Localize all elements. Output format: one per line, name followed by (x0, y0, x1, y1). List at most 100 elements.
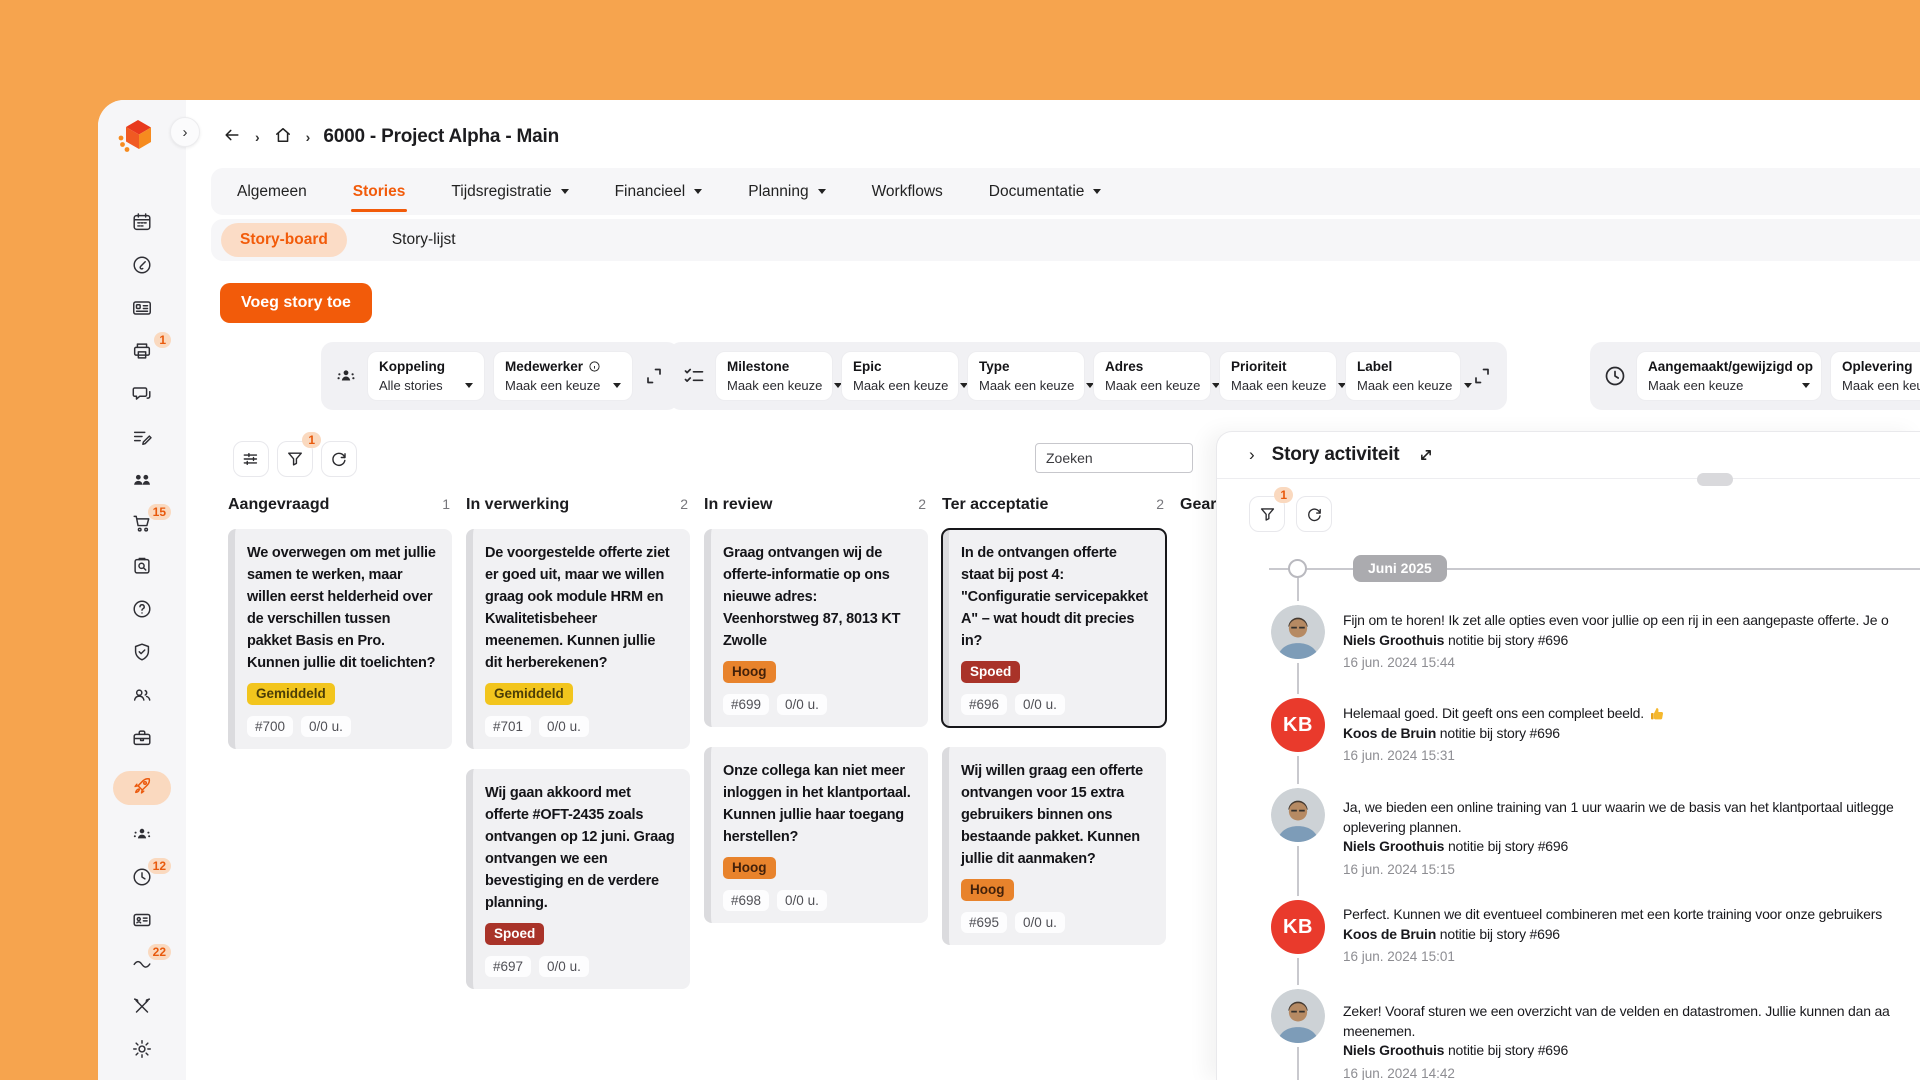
thumbs-up-icon (1650, 707, 1663, 720)
tools-icon (131, 995, 153, 1022)
sidebar-item-dashboard[interactable] (129, 255, 155, 279)
sidebar-item-hrm[interactable] (129, 728, 155, 752)
tab-workflows[interactable]: Workflows (871, 182, 943, 200)
filter-milestone[interactable]: Milestone Maak een keuze (715, 351, 843, 401)
refresh-icon (1307, 507, 1321, 521)
corner-arrows-icon[interactable] (641, 363, 667, 389)
checklist-icon (681, 363, 707, 389)
caret-down-icon (465, 383, 473, 392)
sidebar-item-insights[interactable]: 22 (129, 944, 171, 977)
story-card-selected[interactable]: In de ontvangen offerte staat bij post 4… (941, 527, 1167, 729)
sidebar: 1 15 12 22 (98, 100, 186, 1080)
story-card[interactable]: Wij gaan akkoord met offerte #OFT-2435 z… (466, 769, 690, 990)
add-story-button[interactable]: Voeg story toe (220, 283, 372, 323)
sidebar-item-calendar[interactable] (129, 212, 155, 236)
tab-algemeen[interactable]: Algemeen (237, 182, 307, 200)
briefcase-icon (131, 727, 153, 754)
tab-planning[interactable]: Planning (748, 168, 826, 215)
app-logo[interactable] (110, 112, 162, 164)
comment-byline: Niels Groothuis notitie bij story #696 (1343, 1042, 1569, 1058)
story-hours: 0/0 u. (301, 716, 351, 738)
story-card[interactable]: We overwegen om met jullie samen te werk… (228, 529, 452, 750)
story-id: #695 (961, 912, 1008, 934)
sidebar-item-help[interactable] (129, 599, 155, 623)
sidebar-item-contacts[interactable] (129, 298, 155, 322)
sidebar-item-crm-network[interactable] (129, 824, 155, 848)
caret-down-icon (694, 189, 703, 198)
activity-filter-button[interactable]: 1 (1249, 487, 1293, 532)
filter-koppeling[interactable]: Koppeling Alle stories (367, 351, 485, 401)
sidebar-item-sales[interactable]: 1 (129, 332, 171, 365)
filter-prioriteit[interactable]: Prioriteit Maak een keuze (1219, 351, 1347, 401)
activity-refresh-button[interactable] (1296, 496, 1332, 532)
story-card[interactable]: De voorgestelde offerte ziet er goed uit… (466, 529, 690, 750)
corner-arrows-icon[interactable] (1469, 363, 1495, 389)
filter-oplevering[interactable]: Oplevering Maak een keuze (1830, 351, 1920, 401)
sidebar-item-id-card[interactable] (129, 910, 155, 934)
main-tabs: Algemeen Stories Tijdsregistratie Financ… (211, 168, 1920, 215)
sidebar-item-quality[interactable] (129, 642, 155, 666)
filter-count-badge: 1 (302, 432, 321, 448)
sidebar-item-hours[interactable]: 12 (129, 858, 171, 893)
caret-down-icon (1093, 189, 1102, 198)
sidebar-item-purchases[interactable]: 15 (129, 504, 171, 537)
panel-header: › Story activiteit (1217, 432, 1920, 479)
story-text: Onze collega kan niet meer inloggen in h… (723, 763, 911, 846)
people-filled-icon (333, 363, 359, 389)
comment-time: 16 jun. 2024 14:42 (1343, 1065, 1455, 1080)
subtab-story-lijst[interactable]: Story-lijst (391, 231, 456, 248)
sidebar-collapse-button[interactable]: › (170, 117, 200, 147)
list-pencil-icon (131, 426, 153, 453)
story-text: We overwegen om met jullie samen te werk… (247, 545, 436, 672)
sidebar-item-projects[interactable] (113, 771, 171, 805)
story-hours: 0/0 u. (1015, 694, 1065, 716)
story-card[interactable]: Onze collega kan niet meer inloggen in h… (704, 747, 928, 924)
filter-type[interactable]: Type Maak een keuze (967, 351, 1095, 401)
panel-collapse-button[interactable]: › (1249, 445, 1255, 464)
panel-resize-handle[interactable] (1697, 473, 1733, 486)
sidebar-item-employees[interactable] (129, 470, 155, 494)
sidebar-nav: 1 15 12 22 (98, 212, 186, 1063)
filter-medewerker[interactable]: Medewerker Maak een keuze (493, 351, 633, 401)
filter-adres[interactable]: Adres Maak een keuze (1093, 351, 1221, 401)
caret-down-icon (613, 383, 621, 392)
story-card[interactable]: Wij willen graag een offerte ontvangen v… (942, 747, 1166, 946)
story-card[interactable]: Graag ontvangen wij de offerte-informati… (704, 529, 928, 728)
subtab-story-board[interactable]: Story-board (221, 223, 347, 257)
comment-byline: Koos de Bruin notitie bij story #696 (1343, 724, 1560, 741)
board-filter-button[interactable]: 1 (277, 432, 321, 477)
story-id: #701 (485, 716, 532, 738)
sidebar-item-tools[interactable] (129, 996, 155, 1020)
story-hours: 0/0 u. (1015, 912, 1065, 934)
tab-documentatie[interactable]: Documentatie (989, 168, 1102, 215)
sidebar-item-settings[interactable] (129, 1039, 155, 1063)
sidebar-item-persons[interactable] (129, 685, 155, 709)
filter-epic[interactable]: Epic Maak een keuze (841, 351, 969, 401)
story-text: Wij gaan akkoord met offerte #OFT-2435 z… (485, 785, 675, 912)
board-settings-button[interactable] (233, 441, 269, 477)
sidebar-item-notes[interactable] (129, 427, 155, 451)
back-button[interactable] (222, 125, 242, 150)
search-input[interactable] (1035, 443, 1193, 473)
tab-financieel[interactable]: Financieel (615, 168, 703, 215)
tab-tijdsregistratie[interactable]: Tijdsregistratie (451, 168, 569, 215)
comment-byline: Niels Groothuis notitie bij story #696 (1343, 838, 1569, 854)
sidebar-item-search-docs[interactable] (129, 556, 155, 580)
tab-stories[interactable]: Stories (350, 168, 407, 215)
clock-icon (1602, 363, 1628, 389)
priority-badge: Hoog (961, 879, 1014, 902)
home-button[interactable] (273, 125, 293, 150)
expand-icon[interactable] (1416, 445, 1436, 465)
filter-aangemaakt[interactable]: Aangemaakt/gewijzigd op Maak een keuze (1636, 351, 1822, 401)
comment-text: Perfect. Kunnen we dit eventueel combine… (1343, 906, 1883, 922)
sidebar-item-chat[interactable] (129, 384, 155, 408)
filter-label[interactable]: Label Maak een keuze (1345, 351, 1473, 401)
comment-text: oplevering plannen. (1343, 818, 1462, 835)
board-refresh-button[interactable] (321, 441, 357, 477)
hours-badge: 12 (147, 858, 171, 874)
story-hours: 0/0 u. (777, 890, 827, 912)
avatar-initials: KB (1271, 900, 1325, 954)
comment-text: Fijn om te horen! Ik zet alle opties eve… (1343, 612, 1889, 628)
filter-group-link: Koppeling Alle stories Medewerker Maak e… (321, 342, 679, 410)
clock-icon (131, 866, 153, 893)
